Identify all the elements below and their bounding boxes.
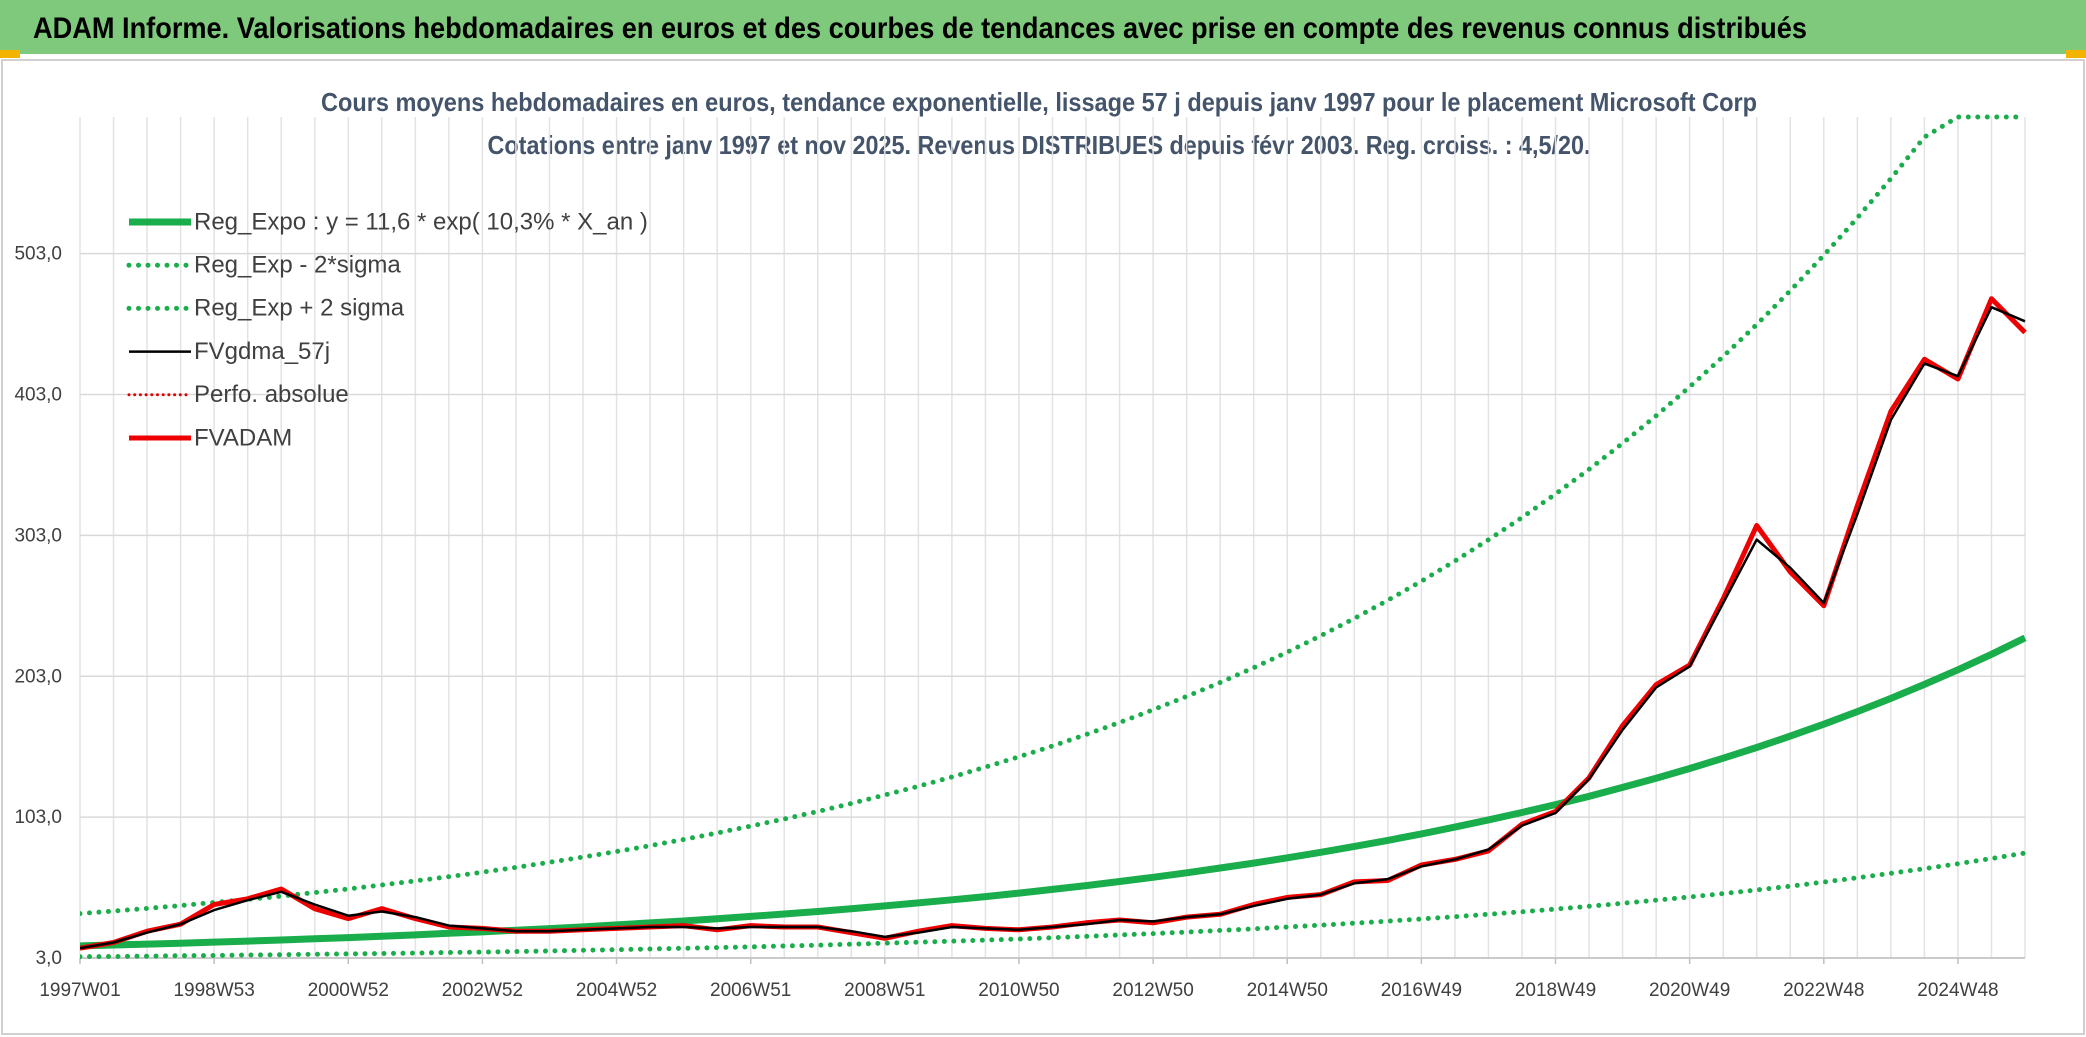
y-tick-label: 103,0 xyxy=(14,807,62,828)
page-title: ADAM Informe. Valorisations hebdomadaire… xyxy=(33,12,1807,45)
x-tick-label: 2002W52 xyxy=(442,980,523,1001)
legend-label: Reg_Expo : y = 11,6 * exp( 10,3% * X_an … xyxy=(194,208,648,235)
x-tick-label: 2012W50 xyxy=(1112,980,1193,1001)
x-tick-label: 2000W52 xyxy=(308,980,389,1001)
x-tick-label: 2022W48 xyxy=(1783,980,1864,1001)
corner-left xyxy=(0,50,20,58)
series-line xyxy=(80,305,2026,950)
chart-title: Cours moyens hebdomadaires en euros, ten… xyxy=(321,87,1757,117)
y-tick-label: 403,0 xyxy=(14,385,62,406)
y-tick-label: 3,0 xyxy=(36,948,62,969)
x-tick-label: 1997W01 xyxy=(39,980,120,1001)
y-tick-label: 203,0 xyxy=(14,666,62,687)
x-tick-label: 2008W51 xyxy=(844,980,925,1001)
legend-label: Reg_Exp + 2 sigma xyxy=(194,295,405,322)
chart-border xyxy=(1,59,2085,1035)
x-tick-label: 1998W53 xyxy=(173,980,254,1001)
corner-right xyxy=(2066,50,2086,58)
series-line xyxy=(80,114,2028,917)
x-tick-label: 2014W50 xyxy=(1247,980,1328,1001)
series-line xyxy=(80,634,2027,950)
legend-label: Perfo. absolue xyxy=(194,381,349,408)
legend-label: FVgdma_57j xyxy=(194,338,330,365)
legend-label: FVADAM xyxy=(194,424,292,451)
x-tick-label: 2006W51 xyxy=(710,980,791,1001)
x-tick-label: 2016W49 xyxy=(1381,980,1462,1001)
y-tick-label: 503,0 xyxy=(14,244,62,265)
title-bar xyxy=(0,0,2086,54)
series-line xyxy=(80,850,2028,960)
chart-subtitle: Cotations entre janv 1997 et nov 2025. R… xyxy=(488,130,1591,160)
legend-label: Reg_Exp - 2*sigma xyxy=(194,252,401,279)
x-tick-label: 2018W49 xyxy=(1515,980,1596,1001)
x-tick-label: 2024W48 xyxy=(1917,980,1998,1001)
x-tick-label: 2004W52 xyxy=(576,980,657,1001)
x-tick-label: 2010W50 xyxy=(978,980,1059,1001)
y-tick-label: 303,0 xyxy=(14,525,62,546)
x-tick-label: 2020W49 xyxy=(1649,980,1730,1001)
